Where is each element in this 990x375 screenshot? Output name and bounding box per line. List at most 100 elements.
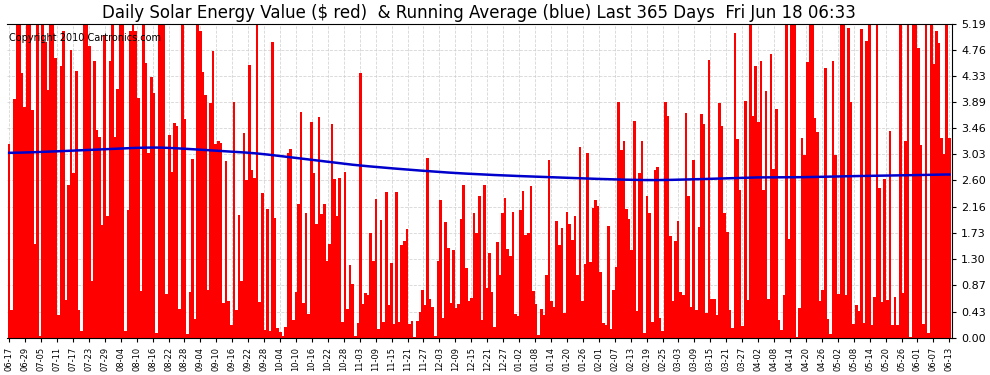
Bar (13, 99, 16, 338)
Bar (721, 126, 724, 338)
Bar (881, 302, 883, 338)
Bar (354, 336, 356, 338)
Bar (705, 313, 708, 338)
Bar (106, 216, 109, 338)
Bar (751, 116, 754, 338)
Bar (865, 40, 868, 338)
Bar (545, 275, 547, 338)
Bar (315, 224, 318, 338)
Bar (852, 324, 855, 338)
Bar (181, 24, 183, 338)
Bar (149, 77, 152, 338)
Bar (83, 24, 85, 338)
Bar (633, 122, 636, 338)
Bar (31, 110, 34, 338)
Bar (746, 300, 749, 338)
Bar (124, 331, 127, 338)
Bar (894, 297, 896, 338)
Bar (770, 54, 772, 338)
Bar (626, 209, 628, 338)
Bar (827, 319, 830, 338)
Bar (207, 290, 209, 338)
Bar (718, 103, 721, 338)
Bar (832, 62, 835, 338)
Bar (737, 139, 739, 338)
Bar (754, 66, 757, 338)
Bar (863, 323, 865, 338)
Bar (868, 24, 870, 338)
Bar (586, 153, 589, 338)
Bar (434, 336, 437, 338)
Bar (287, 153, 289, 338)
Bar (618, 102, 620, 338)
Bar (305, 213, 308, 338)
Bar (607, 226, 610, 338)
Bar (703, 124, 705, 338)
Bar (215, 144, 217, 338)
Bar (483, 184, 486, 338)
Bar (266, 209, 268, 338)
Bar (96, 130, 98, 338)
Bar (268, 332, 271, 338)
Bar (584, 264, 586, 338)
Bar (592, 209, 594, 338)
Bar (488, 253, 491, 338)
Bar (424, 304, 427, 338)
Bar (790, 24, 793, 338)
Bar (281, 336, 284, 338)
Title: Daily Solar Energy Value ($ red)  & Running Average (blue) Last 365 Days  Fri Ju: Daily Solar Energy Value ($ red) & Runni… (102, 4, 856, 22)
Bar (547, 160, 550, 338)
Bar (700, 114, 703, 338)
Bar (334, 178, 336, 338)
Bar (212, 51, 215, 338)
Bar (907, 24, 909, 338)
Bar (501, 213, 504, 338)
Bar (615, 267, 618, 338)
Bar (775, 109, 777, 338)
Bar (886, 300, 889, 338)
Bar (658, 318, 661, 338)
Bar (467, 301, 470, 338)
Bar (18, 24, 21, 338)
Bar (165, 294, 168, 338)
Bar (445, 222, 446, 338)
Bar (24, 106, 26, 338)
Bar (527, 233, 530, 338)
Bar (243, 133, 246, 338)
Bar (687, 196, 690, 338)
Bar (835, 155, 837, 338)
Bar (75, 71, 77, 338)
Bar (204, 95, 207, 338)
Bar (50, 24, 51, 338)
Bar (550, 301, 552, 338)
Bar (57, 315, 59, 338)
Bar (623, 141, 626, 338)
Bar (767, 299, 770, 338)
Bar (77, 310, 80, 338)
Bar (925, 24, 928, 338)
Bar (328, 244, 331, 338)
Bar (419, 312, 421, 338)
Bar (849, 102, 852, 338)
Bar (318, 117, 321, 338)
Bar (39, 336, 42, 338)
Bar (909, 337, 912, 338)
Bar (143, 24, 145, 338)
Bar (568, 224, 571, 338)
Bar (942, 154, 945, 338)
Bar (883, 180, 886, 338)
Bar (522, 191, 525, 338)
Bar (130, 32, 132, 338)
Bar (612, 290, 615, 338)
Bar (465, 268, 467, 338)
Bar (308, 314, 310, 338)
Bar (814, 118, 817, 338)
Bar (253, 178, 255, 338)
Bar (698, 227, 700, 338)
Bar (478, 196, 480, 338)
Bar (168, 135, 170, 338)
Bar (473, 213, 475, 338)
Bar (837, 294, 840, 338)
Bar (517, 316, 520, 338)
Bar (109, 61, 111, 338)
